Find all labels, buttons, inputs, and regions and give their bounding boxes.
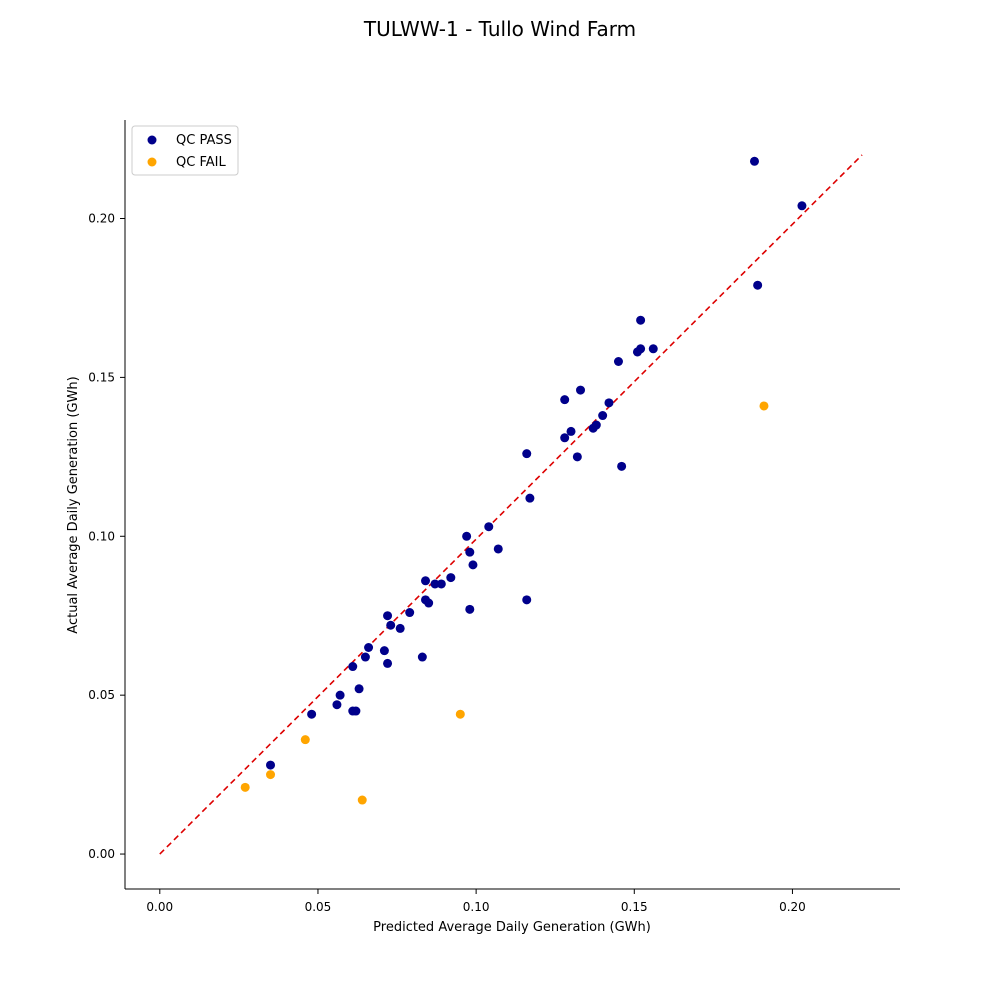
- data-point-qc-pass: [430, 579, 440, 589]
- data-point-qc-pass: [383, 611, 393, 621]
- data-point-qc-pass: [749, 156, 759, 166]
- data-point-qc-pass: [351, 706, 361, 716]
- data-point-qc-pass: [566, 426, 576, 436]
- data-point-qc-pass: [572, 452, 582, 462]
- x-axis-label: Predicted Average Daily Generation (GWh): [373, 920, 651, 935]
- data-point-qc-pass: [617, 461, 627, 471]
- x-tick-label: 0.20: [779, 900, 806, 914]
- data-point-qc-pass: [266, 760, 276, 770]
- y-ticks: 0.00 0.05 0.10 0.15 0.20: [88, 212, 125, 861]
- x-ticks: 0.00 0.05 0.10 0.15 0.20: [146, 889, 806, 914]
- data-point-qc-pass: [648, 344, 658, 354]
- x-tick-label: 0.05: [305, 900, 332, 914]
- data-point-qc-pass: [493, 544, 503, 554]
- legend: QC PASS QC FAIL: [131, 125, 239, 176]
- data-point-qc-pass: [560, 433, 570, 443]
- data-point-qc-pass: [465, 604, 475, 614]
- y-axis-label: Actual Average Daily Generation (GWh): [66, 376, 81, 633]
- data-point-qc-pass: [465, 547, 475, 557]
- data-point-qc-pass: [360, 652, 370, 662]
- reference-line: [159, 154, 863, 855]
- data-point-qc-pass: [797, 201, 807, 211]
- data-point-qc-pass: [636, 315, 646, 325]
- legend-marker-qc-fail: [147, 157, 157, 167]
- data-point-qc-pass: [484, 522, 494, 532]
- data-point-qc-pass: [522, 449, 532, 459]
- x-tick-label: 0.15: [621, 900, 648, 914]
- data-point-qc-pass: [604, 398, 614, 408]
- data-point-qc-pass: [462, 531, 472, 541]
- data-point-qc-pass: [436, 579, 446, 589]
- data-point-qc-pass: [383, 658, 393, 668]
- data-point-qc-fail: [455, 709, 465, 719]
- data-point-qc-pass: [379, 646, 389, 656]
- data-point-qc-pass: [598, 411, 608, 421]
- data-point-qc-pass: [332, 700, 342, 710]
- data-point-qc-pass: [386, 620, 396, 630]
- chart-title: TULWW-1 - Tullo Wind Farm: [363, 17, 636, 41]
- data-point-qc-pass: [417, 652, 427, 662]
- data-point-qc-pass: [576, 385, 586, 395]
- data-points: [240, 156, 807, 805]
- x-tick-label: 0.10: [463, 900, 490, 914]
- data-point-qc-pass: [354, 684, 364, 694]
- data-point-qc-fail: [759, 401, 769, 411]
- data-point-qc-pass: [636, 344, 646, 354]
- data-point-qc-fail: [357, 795, 367, 805]
- legend-marker-qc-pass: [147, 135, 157, 145]
- y-tick-label: 0.15: [88, 370, 115, 384]
- data-point-qc-pass: [348, 662, 358, 672]
- data-point-qc-pass: [560, 395, 570, 405]
- y-tick-label: 0.00: [88, 847, 115, 861]
- data-point-qc-pass: [591, 420, 601, 430]
- legend-label-qc-pass: QC PASS: [176, 133, 232, 148]
- data-point-qc-pass: [522, 595, 532, 605]
- data-point-qc-fail: [266, 770, 276, 780]
- data-point-qc-pass: [307, 709, 317, 719]
- data-point-qc-pass: [364, 642, 374, 652]
- axes: [124, 120, 900, 890]
- legend-label-qc-fail: QC FAIL: [176, 155, 226, 170]
- data-point-qc-pass: [424, 598, 434, 608]
- reference-line-group: [159, 154, 863, 855]
- data-point-qc-fail: [240, 782, 250, 792]
- data-point-qc-fail: [300, 735, 310, 745]
- data-point-qc-pass: [405, 608, 415, 618]
- y-tick-label: 0.05: [88, 688, 115, 702]
- y-tick-label: 0.20: [88, 212, 115, 226]
- data-point-qc-pass: [753, 280, 763, 290]
- data-point-qc-pass: [335, 690, 345, 700]
- x-tick-label: 0.00: [146, 900, 173, 914]
- data-point-qc-pass: [395, 623, 405, 633]
- data-point-qc-pass: [613, 357, 623, 367]
- data-point-qc-pass: [446, 573, 456, 583]
- data-point-qc-pass: [468, 560, 478, 570]
- data-point-qc-pass: [525, 493, 535, 503]
- legend-box: [131, 125, 239, 176]
- y-tick-label: 0.10: [88, 529, 115, 543]
- data-point-qc-pass: [421, 576, 431, 586]
